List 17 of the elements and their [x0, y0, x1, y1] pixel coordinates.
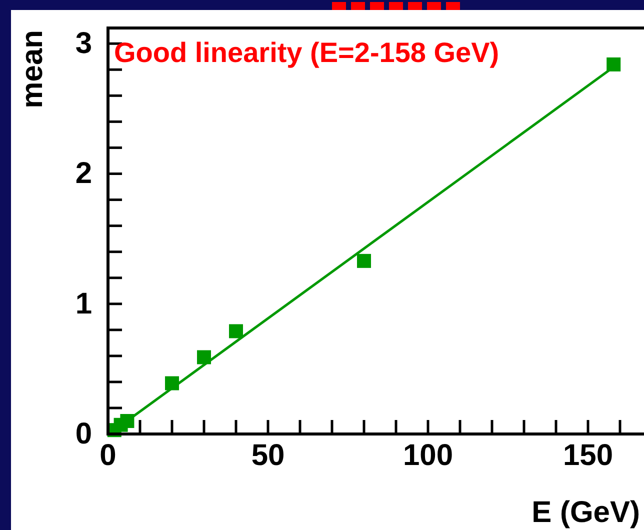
y-axis-title: mean: [16, 30, 49, 108]
y-tick-label: 0: [75, 418, 92, 450]
y-tick-label: 1: [75, 287, 92, 320]
y-tick-label: 2: [75, 157, 92, 190]
x-tick-label: 50: [251, 438, 285, 472]
point: [165, 376, 179, 390]
x-tick-label: 100: [402, 438, 454, 472]
x-tick-label: 0: [100, 438, 116, 472]
x-tick-label: 150: [562, 438, 614, 472]
point: [357, 254, 371, 268]
x-axis-title: E (GeV): [532, 496, 640, 529]
point: [197, 350, 211, 364]
annotation: Good linearity (E=2-158 GeV): [114, 37, 500, 68]
y-tick-label: 3: [75, 27, 92, 60]
point: [120, 414, 134, 428]
point: [606, 57, 621, 72]
point: [229, 324, 243, 338]
